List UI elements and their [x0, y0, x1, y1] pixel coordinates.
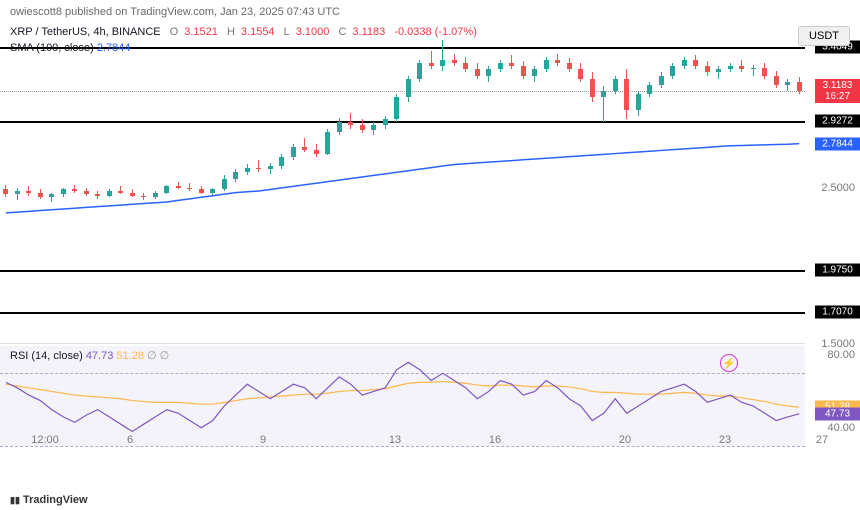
close-label: C — [338, 26, 346, 38]
low-value: 3.1000 — [296, 26, 330, 38]
rsi-info: RSI (14, close) 47.73 51.28 ∅ ∅ — [10, 349, 169, 362]
open-label: O — [170, 26, 179, 38]
change-value: -0.0338 (-1.07%) — [394, 26, 477, 38]
price-axis: 2.50001.50003.40492.92721.97501.70703.11… — [805, 24, 860, 344]
price-chart[interactable] — [0, 24, 805, 344]
rsi-label: RSI (14, close) — [10, 350, 83, 362]
symbol-info: XRP / TetherUS, 4h, BINANCE O 3.1521 H 3.1… — [10, 26, 483, 38]
close-value: 3.1183 — [352, 26, 385, 38]
open-value: 3.1521 — [184, 26, 218, 38]
rsi-extra: ∅ ∅ — [147, 350, 169, 362]
rsi-val2: 51.28 — [116, 350, 144, 362]
rsi-val1: 47.73 — [86, 350, 114, 362]
low-label: L — [284, 26, 290, 38]
high-label: H — [227, 26, 235, 38]
tradingview-logo: ▮▮ TradingView — [10, 494, 88, 506]
high-value: 3.1554 — [241, 26, 275, 38]
currency-button[interactable]: USDT — [798, 26, 850, 46]
symbol-name: XRP / TetherUS, 4h, BINANCE — [10, 26, 161, 38]
rsi-chart[interactable]: RSI (14, close) 47.73 51.28 ∅ ∅ — [0, 346, 805, 446]
chart-container: XRP / TetherUS, 4h, BINANCE O 3.1521 H 3.1… — [0, 24, 860, 474]
sma-value: 2.7844 — [97, 42, 131, 54]
sma-label: SMA (100, close) — [10, 42, 94, 54]
time-axis: 12:00691316202327 — [0, 434, 805, 454]
bolt-icon[interactable]: ⚡ — [720, 354, 738, 372]
sma-info: SMA (100, close) 2.7844 — [10, 42, 130, 54]
publish-header: owiescott8 published on TradingView.com,… — [0, 0, 860, 24]
rsi-axis: 80.0040.0051.2847.73 — [805, 346, 860, 446]
